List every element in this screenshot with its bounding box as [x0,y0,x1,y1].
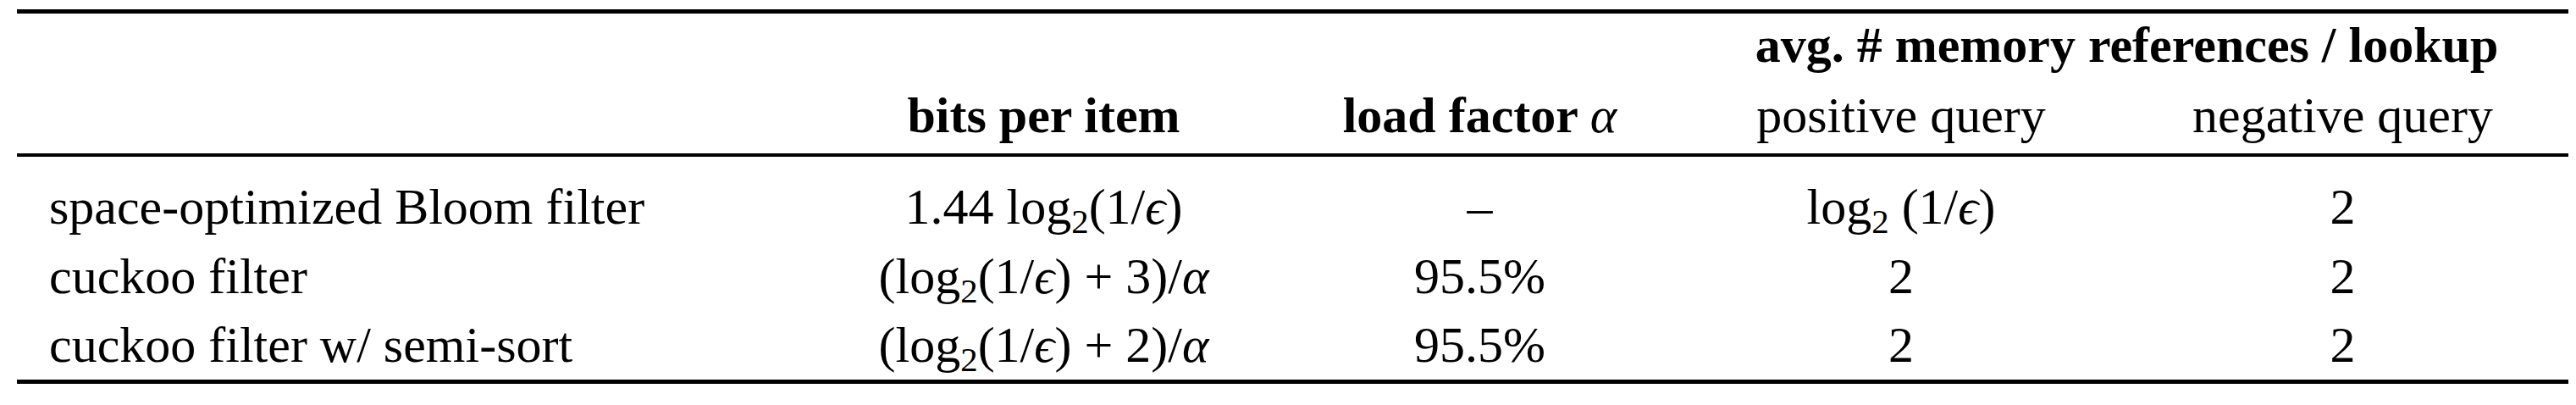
table-row-cuckoo-filter: cuckoo filter (log2(1/ϵ) + 3)/α 95.5% 2 … [17,241,2568,312]
table-body: space-optimized Bloom filter 1.44 log2(1… [17,155,2568,382]
cell-positive-query: 2 [1685,312,2117,382]
cell-bits-per-item: (log2(1/ϵ) + 2)/α [813,312,1274,382]
cell-positive-query: 2 [1685,241,2117,312]
cell-load-factor: – [1274,155,1685,241]
col-header-bits-per-item: bits per item [813,78,1274,155]
group-header-row: avg. # memory references / lookup [17,12,2568,78]
col-header-row-label [17,78,813,155]
row-label: cuckoo filter [17,241,813,312]
row-label: cuckoo filter w/ semi-sort [17,312,813,382]
cell-negative-query: 2 [2117,241,2568,312]
filter-comparison-table: avg. # memory references / lookup bits p… [17,9,2568,384]
cell-bits-per-item: 1.44 log2(1/ϵ) [813,155,1274,241]
cell-load-factor: 95.5% [1274,241,1685,312]
cell-bits-per-item: (log2(1/ϵ) + 3)/α [813,241,1274,312]
col-header-negative-query: negative query [2117,78,2568,155]
cell-negative-query: 2 [2117,155,2568,241]
column-header-row: bits per item load factor α positive que… [17,78,2568,155]
col-header-positive-query: positive query [1685,78,2117,155]
table-row-cuckoo-filter-semi-sort: cuckoo filter w/ semi-sort (log2(1/ϵ) + … [17,312,2568,382]
table-header: avg. # memory references / lookup bits p… [17,12,2568,155]
group-header-spacer [17,12,1685,78]
row-label: space-optimized Bloom filter [17,155,813,241]
paper-table-figure: avg. # memory references / lookup bits p… [0,0,2576,405]
group-header-memory-references: avg. # memory references / lookup [1685,12,2568,78]
cell-load-factor: 95.5% [1274,312,1685,382]
table-row-bloom-filter: space-optimized Bloom filter 1.44 log2(1… [17,155,2568,241]
cell-negative-query: 2 [2117,312,2568,382]
cell-positive-query: log2 (1/ϵ) [1685,155,2117,241]
col-header-load-factor: load factor α [1274,78,1685,155]
